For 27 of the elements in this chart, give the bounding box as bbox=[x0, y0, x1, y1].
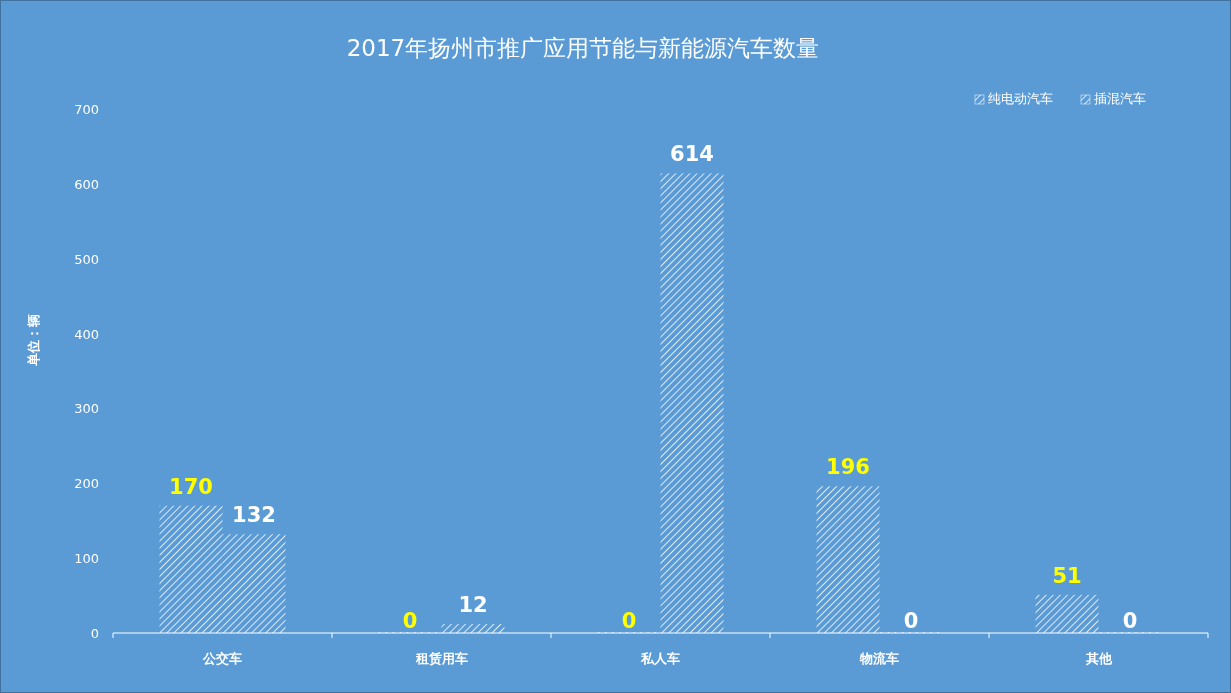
y-tick-label: 100 bbox=[74, 551, 99, 567]
y-tick-label: 400 bbox=[74, 326, 99, 342]
data-label: 132 bbox=[232, 503, 276, 528]
y-tick-label: 300 bbox=[74, 401, 99, 417]
y-tick-label: 600 bbox=[74, 176, 99, 192]
data-label: 0 bbox=[903, 609, 919, 633]
y-tick-label: 0 bbox=[90, 626, 99, 641]
data-label: 51 bbox=[1052, 563, 1082, 588]
x-tick-label: 租赁用车 bbox=[414, 651, 468, 666]
data-label: 0 bbox=[1122, 609, 1138, 633]
data-label: 0 bbox=[402, 609, 418, 633]
data-label: 196 bbox=[826, 455, 870, 480]
legend-label: 纯电动汽车 bbox=[988, 91, 1053, 106]
legend-label: 插混汽车 bbox=[1094, 91, 1146, 106]
y-tick-label: 500 bbox=[74, 251, 99, 267]
x-tick-label: 其他 bbox=[1084, 651, 1113, 666]
y-axis-title: 单位：辆 bbox=[26, 314, 41, 367]
y-tick-label: 700 bbox=[74, 102, 99, 117]
data-label: 170 bbox=[169, 474, 213, 499]
chart-title: 2017年扬州市推广应用节能与新能源汽车数量 bbox=[346, 35, 820, 61]
data-label: 614 bbox=[670, 142, 714, 167]
x-tick-label: 私人车 bbox=[640, 651, 680, 666]
y-tick-label: 200 bbox=[74, 476, 99, 492]
data-label: 12 bbox=[458, 593, 488, 618]
x-tick-label: 公交车 bbox=[202, 651, 242, 666]
data-label: 0 bbox=[621, 609, 637, 633]
x-tick-label: 物流车 bbox=[859, 651, 899, 666]
